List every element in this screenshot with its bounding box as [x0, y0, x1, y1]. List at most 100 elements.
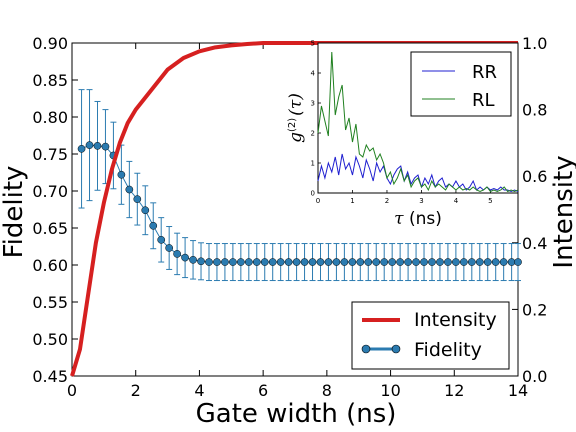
fidelity-point: [460, 258, 467, 265]
fidelity-point: [397, 258, 404, 265]
fidelity-point: [86, 142, 93, 149]
x-tick-label: 8: [322, 381, 332, 400]
y-left-tick-label: 0.75: [32, 145, 68, 164]
fidelity-point: [253, 258, 260, 265]
fidelity-point: [94, 142, 101, 149]
fidelity-point: [126, 186, 133, 193]
inset-y-tick-label: 3: [311, 100, 315, 108]
legend-fidelity-marker-right: [392, 345, 400, 353]
y-left-tick-label: 0.55: [32, 293, 68, 312]
fidelity-point: [404, 258, 411, 265]
inset-y-axis-sup: (2): [287, 118, 298, 132]
legend-intensity-label: Intensity: [414, 309, 497, 331]
fidelity-point: [381, 258, 388, 265]
y-axis-right-label: Intensity: [549, 155, 576, 268]
y-right-tick-label: 0.4: [522, 234, 547, 253]
legend-fidelity-marker-left: [362, 345, 370, 353]
fidelity-point: [150, 222, 157, 229]
fidelity-point: [78, 145, 85, 152]
fidelity-point: [341, 258, 348, 265]
fidelity-point: [269, 258, 276, 265]
inset-y-tick-label: 2: [311, 130, 315, 138]
fidelity-point: [333, 258, 340, 265]
y-left-tick-label: 0.65: [32, 219, 68, 238]
fidelity-point: [492, 258, 499, 265]
fidelity-point: [213, 258, 220, 265]
inset-y-tick-label: 0: [311, 190, 315, 198]
fidelity-point: [365, 258, 372, 265]
fidelity-point: [181, 254, 188, 261]
y-left-tick-label: 0.45: [32, 367, 68, 386]
fidelity-point: [142, 207, 149, 214]
fidelity-point: [349, 258, 356, 265]
fidelity-point: [118, 171, 125, 178]
x-axis-label: Gate width (ns): [196, 399, 397, 429]
inset-y-tick-label: 5: [311, 40, 315, 48]
fidelity-point: [237, 258, 244, 265]
y-right-tick-label: 1.0: [522, 34, 547, 53]
inset-x-tick-label: 1: [350, 197, 354, 205]
fidelity-point: [500, 258, 507, 265]
inset-x-tick-label: 5: [488, 197, 492, 205]
y-left-tick-label: 0.80: [32, 108, 68, 127]
x-tick-label: 6: [258, 381, 268, 400]
fidelity-point: [476, 258, 483, 265]
inset-x-tick-label: 0: [316, 197, 320, 205]
fidelity-point: [301, 258, 308, 265]
fidelity-point: [102, 143, 109, 150]
fidelity-point: [158, 236, 165, 243]
y-left-tick-label: 0.85: [32, 71, 68, 90]
y-left-tick-label: 0.90: [32, 34, 68, 53]
fidelity-point: [389, 258, 396, 265]
fidelity-point: [484, 258, 491, 265]
fidelity-point: [197, 258, 204, 265]
fidelity-point: [452, 258, 459, 265]
fidelity-point: [373, 258, 380, 265]
y-right-tick-label: 0.2: [522, 300, 547, 319]
fidelity-point: [277, 258, 284, 265]
x-tick-label: 0: [67, 381, 77, 400]
fidelity-point: [293, 258, 300, 265]
inset-x-tick-label: 3: [419, 197, 423, 205]
y-axis-left-label: Fidelity: [0, 166, 29, 259]
fidelity-point: [134, 196, 141, 203]
inset-y-tick-label: 1: [311, 160, 315, 168]
y-right-tick-label: 0.6: [522, 167, 547, 186]
y-left-tick-label: 0.70: [32, 182, 68, 201]
fidelity-point: [317, 258, 324, 265]
fidelity-point: [444, 258, 451, 265]
x-tick-label: 12: [444, 381, 464, 400]
fidelity-point: [357, 258, 364, 265]
fidelity-point: [261, 258, 268, 265]
inset-x-tick-label: 4: [454, 197, 459, 205]
fidelity-point: [325, 258, 332, 265]
fidelity-point: [245, 258, 252, 265]
legend-fidelity-label: Fidelity: [414, 339, 482, 361]
fidelity-point: [309, 258, 316, 265]
y-right-tick-label: 0.0: [522, 367, 547, 386]
inset-plot: 0 1 2 3 4 5 0 1 2 3 4 5 RR RL: [311, 40, 518, 206]
inset-y-tick-label: 4: [311, 70, 316, 78]
inset-y-axis-base: g: [286, 132, 306, 143]
fidelity-point: [514, 258, 521, 265]
fidelity-point: [508, 258, 515, 265]
fidelity-point: [189, 256, 196, 263]
inset-x-axis-label: τ (ns): [394, 209, 442, 229]
fidelity-point: [420, 258, 427, 265]
inset-legend-rr-label: RR: [472, 62, 497, 83]
inset-legend-rl-label: RL: [472, 90, 495, 111]
fidelity-point: [468, 258, 475, 265]
fidelity-point: [412, 258, 419, 265]
y-left-tick-label: 0.60: [32, 256, 68, 275]
inset-x-tick-label: 2: [385, 197, 389, 205]
fidelity-point: [436, 258, 443, 265]
y-left-tick-label: 0.50: [32, 330, 68, 349]
inset-x-axis-unit: (ns): [404, 209, 442, 229]
y-right-tick-label: 0.8: [522, 101, 547, 120]
x-tick-label: 2: [131, 381, 141, 400]
fidelity-point: [221, 258, 228, 265]
fidelity-point: [428, 258, 435, 265]
fidelity-point: [205, 258, 212, 265]
main-legend: Intensity Fidelity: [352, 302, 509, 369]
